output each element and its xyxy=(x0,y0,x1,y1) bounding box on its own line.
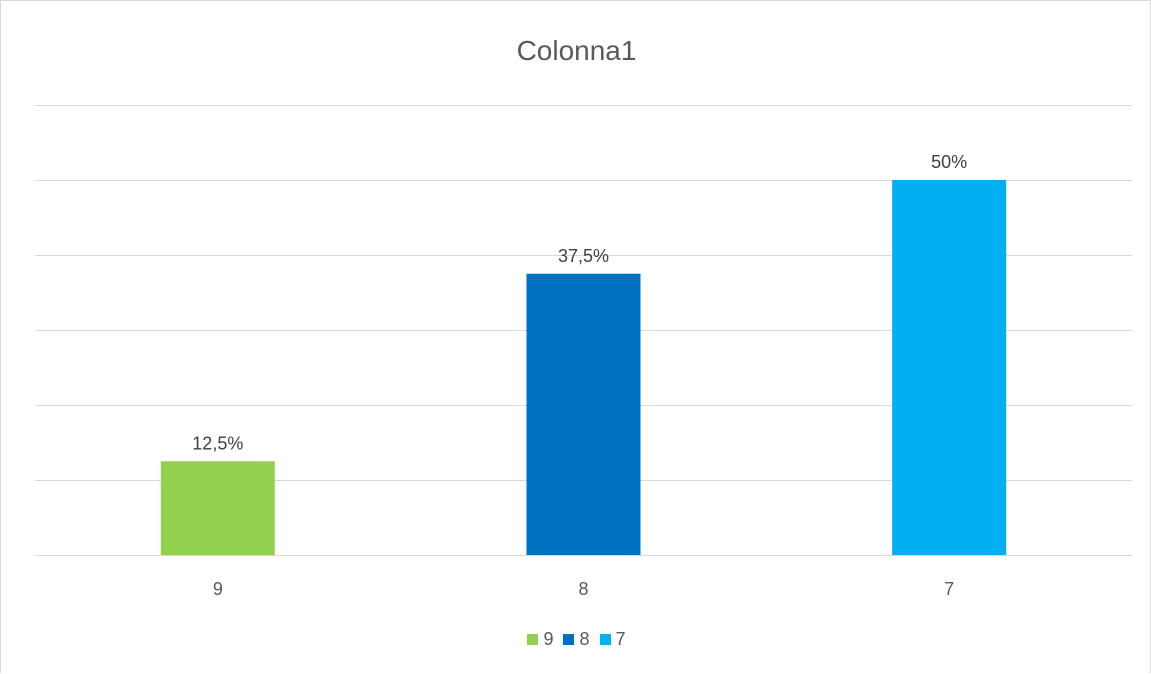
legend-label-8: 8 xyxy=(579,629,590,649)
data-label-9: 12,5% xyxy=(192,433,243,453)
legend-swatch-7 xyxy=(599,634,611,645)
legend-item-7: 7 xyxy=(599,629,626,650)
legend-label-7: 7 xyxy=(615,629,626,649)
bar-8 xyxy=(526,273,641,555)
legend-swatch-8 xyxy=(563,634,575,645)
data-label-8: 37,5% xyxy=(558,246,609,266)
x-tick-label-7: 7 xyxy=(944,579,954,599)
legend-swatch-9 xyxy=(527,634,539,645)
legend-label-9: 9 xyxy=(543,629,554,649)
bar-9 xyxy=(160,461,275,555)
x-tick-label-8: 8 xyxy=(578,579,588,599)
data-label-7: 50% xyxy=(931,152,967,172)
chart-title: Colonna1 xyxy=(516,35,637,66)
legend-item-9: 9 xyxy=(527,629,553,650)
legend-item-8: 8 xyxy=(563,629,590,650)
bar-7 xyxy=(892,180,1007,555)
legend: 9 8 7 xyxy=(1,629,1151,650)
x-tick-label-9: 9 xyxy=(213,579,223,599)
